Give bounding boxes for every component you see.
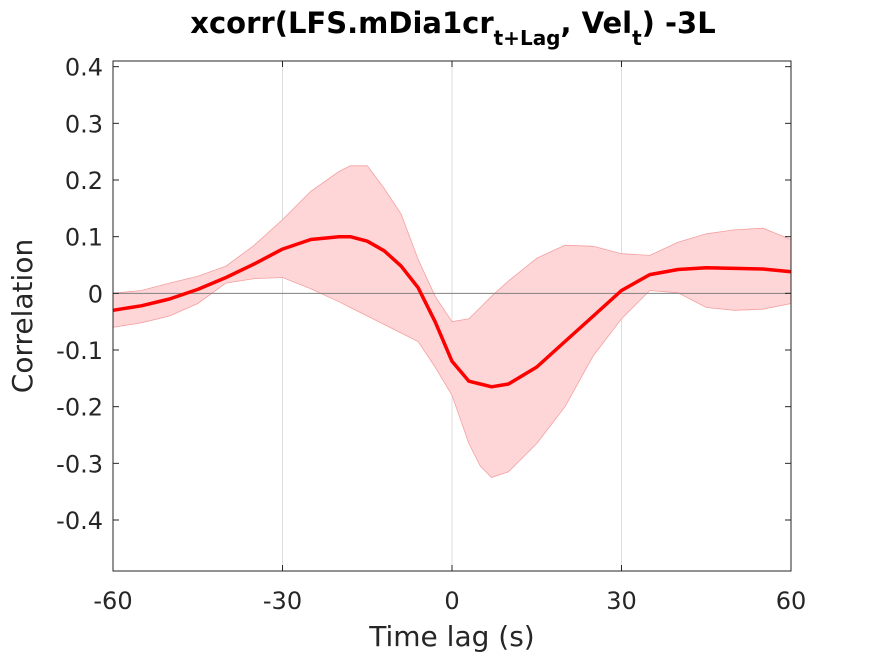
y-tick-label: -0.1 — [56, 337, 103, 365]
x-tick-label: -60 — [93, 587, 132, 615]
y-tick-label: -0.3 — [56, 450, 103, 478]
x-tick-label: 30 — [606, 587, 637, 615]
y-tick-label: 0.4 — [65, 54, 103, 82]
x-tick-label: 60 — [776, 587, 807, 615]
x-tick-label: 0 — [444, 587, 459, 615]
x-axis-label: Time lag (s) — [368, 620, 534, 653]
y-axis-label: Correlation — [6, 239, 39, 393]
y-tick-label: -0.2 — [56, 394, 103, 422]
y-tick-label: 0 — [88, 280, 103, 308]
y-tick-label: 0.3 — [65, 110, 103, 138]
mean-correlation-line — [112, 234, 792, 389]
x-tick-label: -30 — [263, 587, 302, 615]
chart-title: xcorr(LFS.mDia1crt+Lag, Velt) -3L — [190, 6, 715, 50]
y-tick-label: 0.2 — [65, 167, 103, 195]
y-tick-label: 0.1 — [65, 224, 103, 252]
axis-ticks: -60 -30 0 30 60 0.4 0.3 0.2 0.1 0 -0.1 -0.2 -0.3 -0.4 — [56, 54, 806, 615]
y-tick-label: -0.4 — [56, 507, 103, 535]
